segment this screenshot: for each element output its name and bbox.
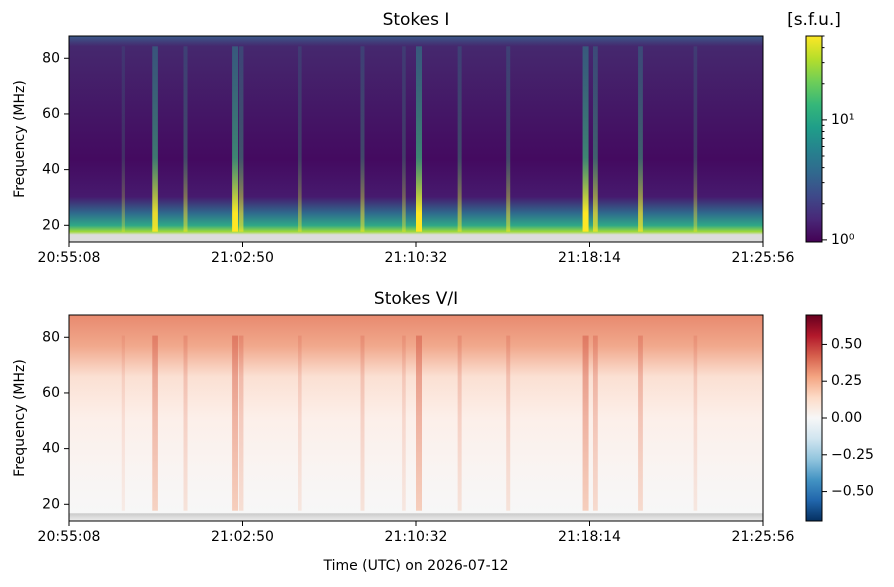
colorbar xyxy=(805,314,823,522)
burst-texture xyxy=(457,335,462,511)
x-tick-label: 21:25:56 xyxy=(732,529,795,545)
y-tick-label: 80 xyxy=(42,50,60,66)
y-tick-label: 80 xyxy=(42,329,60,345)
y-tick-label: 60 xyxy=(42,385,60,401)
colorbar-tick-label: 10¹ xyxy=(831,112,854,128)
burst-texture xyxy=(693,46,698,232)
colorbar-tick-label: 0.25 xyxy=(831,373,862,389)
y-tick-label: 40 xyxy=(42,162,60,178)
burst-texture xyxy=(183,335,188,511)
colorbar-tick-label: 0.50 xyxy=(831,336,862,352)
burst-texture xyxy=(416,335,422,511)
burst-texture xyxy=(402,46,406,232)
burst-texture xyxy=(152,46,158,232)
y-axis-label: Frequency (MHz) xyxy=(12,80,28,198)
x-tick-label: 21:25:56 xyxy=(732,250,795,266)
burst-texture xyxy=(416,46,422,232)
burst-texture xyxy=(402,335,406,511)
y-tick-label: 60 xyxy=(42,106,60,122)
x-tick-label: 21:10:32 xyxy=(385,529,448,545)
colorbar-tick-label: 0.00 xyxy=(831,410,862,426)
burst-texture xyxy=(582,335,589,511)
burst-texture xyxy=(298,335,302,511)
panel-title: Stokes V/I xyxy=(374,289,458,309)
panel-title: Stokes I xyxy=(383,10,450,30)
x-tick-label: 21:18:14 xyxy=(558,529,621,545)
y-axis-label: Frequency (MHz) xyxy=(12,359,28,477)
burst-texture xyxy=(232,335,239,511)
burst-texture xyxy=(638,46,643,232)
colorbar-tick-label: −0.50 xyxy=(831,484,874,500)
burst-texture xyxy=(239,335,244,511)
y-tick-label: 20 xyxy=(42,496,60,512)
x-tick-label: 21:02:50 xyxy=(211,529,274,545)
burst-texture xyxy=(457,46,462,232)
burst-texture xyxy=(121,335,125,511)
colorbar xyxy=(805,35,823,243)
colorbar-label: [s.f.u.] xyxy=(787,10,841,30)
y-tick-label: 20 xyxy=(42,217,60,233)
burst-texture xyxy=(592,46,598,232)
x-axis-label: Time (UTC) on 2026-07-12 xyxy=(322,558,508,574)
burst-texture xyxy=(638,335,643,511)
x-tick-label: 21:10:32 xyxy=(385,250,448,266)
colorbar-tick-label: 10⁰ xyxy=(831,232,855,248)
burst-texture xyxy=(582,46,589,232)
burst-texture xyxy=(592,335,598,511)
burst-texture xyxy=(239,46,244,232)
burst-texture xyxy=(506,46,511,232)
burst-texture xyxy=(232,46,239,232)
x-tick-label: 20:55:08 xyxy=(38,250,101,266)
burst-texture xyxy=(298,46,302,232)
colorbar-tick-label: −0.25 xyxy=(831,447,874,463)
burst-texture xyxy=(506,335,511,511)
x-tick-label: 20:55:08 xyxy=(38,529,101,545)
burst-texture xyxy=(360,46,365,232)
burst-texture xyxy=(693,335,698,511)
burst-texture xyxy=(152,335,158,511)
burst-texture xyxy=(121,46,125,232)
burst-texture xyxy=(360,335,365,511)
x-tick-label: 21:18:14 xyxy=(558,250,621,266)
y-tick-label: 40 xyxy=(42,441,60,457)
x-tick-label: 21:02:50 xyxy=(211,250,274,266)
burst-texture xyxy=(183,46,188,232)
